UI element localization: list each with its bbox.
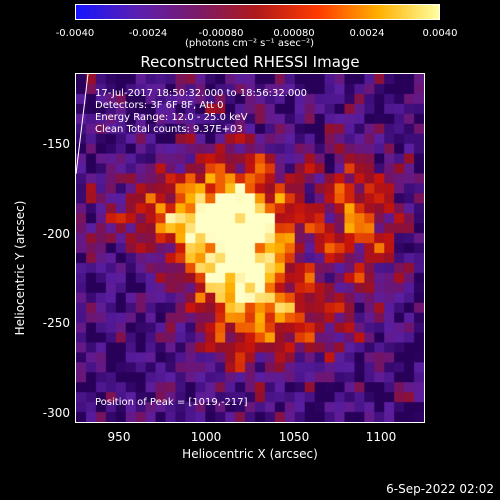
solar-image	[75, 73, 425, 423]
limb-line	[76, 74, 89, 175]
info-counts: Clean Total counts: 9.37E+03	[95, 124, 243, 135]
x-tick: 1050	[278, 430, 310, 444]
colorbar-tick: 0.0024	[349, 28, 385, 39]
colorbar-tick: -0.0040	[55, 28, 95, 39]
image-heatmap	[76, 74, 424, 422]
colorbar-tick: 0.0040	[422, 28, 458, 39]
y-axis-label: Heliocentric Y (arcsec)	[13, 200, 27, 336]
y-tick: -250	[42, 316, 70, 330]
info-detectors: Detectors: 3F 6F 8F, Att 0	[95, 100, 224, 111]
observation-info: 17-Jul-2017 18:50:32.000 to 18:56:32.000…	[95, 88, 307, 136]
colorbar-units: (photons cm⁻² s⁻¹ asec⁻²)	[185, 38, 315, 49]
peak-position: Position of Peak = [1019,-217]	[95, 397, 248, 408]
colorbar-tick: -0.00080	[198, 28, 244, 39]
y-tick: -200	[42, 227, 70, 241]
x-tick: 1000	[190, 430, 222, 444]
y-tick: -150	[42, 137, 70, 151]
colorbar-tick: 0.00080	[273, 28, 315, 39]
colorbar-ticks: -0.0040 -0.0024 -0.00080 0.00080 0.0024 …	[0, 0, 500, 40]
x-tick: 950	[107, 430, 131, 444]
x-axis-label: Heliocentric X (arcsec)	[182, 447, 318, 461]
info-energy: Energy Range: 12.0 - 25.0 keV	[95, 112, 248, 123]
plot-title: Reconstructed RHESSI Image	[140, 53, 360, 71]
colorbar-tick: -0.0024	[128, 28, 168, 39]
x-tick: 1100	[365, 430, 397, 444]
info-time: 17-Jul-2017 18:50:32.000 to 18:56:32.000	[95, 88, 307, 99]
timestamp: 6-Sep-2022 02:02	[386, 482, 494, 496]
colorbar	[75, 4, 440, 20]
y-tick: -300	[42, 406, 70, 420]
